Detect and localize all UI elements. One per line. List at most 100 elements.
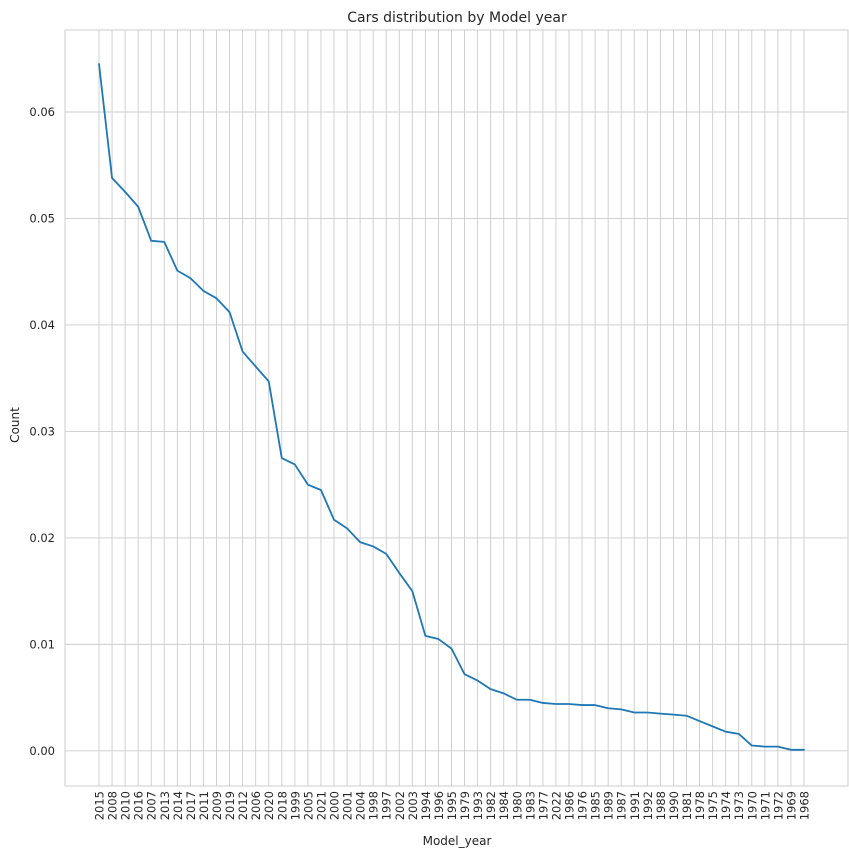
y-tick-label: 0.04 <box>29 318 55 332</box>
x-tick-label: 1982 <box>484 791 498 820</box>
data-point <box>242 351 244 353</box>
x-tick-label: 2022 <box>549 791 563 820</box>
x-tick-label: 1968 <box>798 791 812 820</box>
data-point <box>137 206 139 208</box>
data-point <box>568 703 570 705</box>
x-tick-label: 2013 <box>158 791 172 820</box>
data-point <box>725 731 727 733</box>
plot-frame <box>64 29 849 787</box>
x-tick-label: 1999 <box>288 791 302 820</box>
grid <box>64 29 849 787</box>
data-point <box>268 380 270 382</box>
x-tick-label: 1993 <box>471 791 485 820</box>
y-tick-label: 0.02 <box>29 531 55 545</box>
x-tick-label: 2002 <box>393 791 407 820</box>
x-tick-label: 2012 <box>236 791 250 820</box>
data-point <box>738 733 740 735</box>
x-tick-label: 1985 <box>589 791 603 820</box>
data-point <box>646 712 648 714</box>
y-tick-label: 0.05 <box>29 211 55 225</box>
data-point <box>320 489 322 491</box>
x-tick-label: 1986 <box>563 791 577 820</box>
x-tick-label: 1997 <box>380 791 394 820</box>
x-tick-label: 1978 <box>693 791 707 820</box>
data-point <box>411 590 413 592</box>
x-tick-label: 2011 <box>197 791 211 820</box>
x-tick-label: 1984 <box>497 791 511 820</box>
x-tick-label: 2014 <box>171 791 185 820</box>
data-point <box>594 704 596 706</box>
data-point <box>307 484 309 486</box>
data-point <box>686 715 688 717</box>
x-tick-label: 2021 <box>314 791 328 820</box>
data-point <box>751 745 753 747</box>
data-point <box>542 702 544 704</box>
x-tick-label: 1970 <box>745 791 759 820</box>
data-point <box>555 703 557 705</box>
x-tick-label: 1996 <box>432 791 446 820</box>
data-point <box>451 648 453 650</box>
x-tick-label: 2006 <box>249 791 263 820</box>
x-tick-label: 1998 <box>367 791 381 820</box>
data-point <box>203 290 205 292</box>
data-point <box>98 63 100 65</box>
data-point <box>294 464 296 466</box>
x-tick-label: 2015 <box>93 791 107 820</box>
x-tick-label: 2019 <box>223 791 237 820</box>
data-point <box>490 688 492 690</box>
x-tick-label: 1969 <box>784 791 798 820</box>
data-point <box>581 704 583 706</box>
data-point <box>189 277 191 279</box>
data-point <box>477 680 479 682</box>
x-tick-label: 2020 <box>262 791 276 820</box>
x-tick-label: 1974 <box>719 791 733 820</box>
data-point <box>346 527 348 529</box>
series-layer <box>98 63 805 751</box>
y-tick-labels: 0.00 0.01 0.02 0.03 0.04 0.05 0.06 <box>29 105 55 758</box>
x-tick-label: 2009 <box>210 791 224 820</box>
y-tick-label: 0.01 <box>29 637 55 651</box>
data-point <box>281 457 283 459</box>
data-point <box>464 673 466 675</box>
x-tick-label: 2007 <box>145 791 159 820</box>
data-point <box>529 699 531 701</box>
x-tick-label: 2016 <box>132 791 146 820</box>
data-point <box>633 712 635 714</box>
x-tick-labels: 2015 2008 2010 2016 2007 2013 2014 2017 2011 2009… <box>93 791 812 820</box>
data-point <box>516 699 518 701</box>
x-axis-label: Model_year <box>423 834 492 848</box>
x-tick-label: 1975 <box>706 791 720 820</box>
x-tick-label: 2017 <box>184 791 198 820</box>
data-point <box>438 638 440 640</box>
data-point <box>124 191 126 193</box>
data-point <box>333 519 335 521</box>
x-tick-label: 1973 <box>732 791 746 820</box>
data-point <box>699 720 701 722</box>
x-tick-label: 1989 <box>602 791 616 820</box>
x-tick-label: 2005 <box>301 791 315 820</box>
x-tick-label: 1987 <box>615 791 629 820</box>
x-tick-label: 1991 <box>628 791 642 820</box>
x-tick-label: 1979 <box>458 791 472 820</box>
y-axis-label: Count <box>8 407 22 443</box>
x-tick-label: 1971 <box>758 791 772 820</box>
x-tick-label: 2010 <box>119 791 133 820</box>
x-tick-label: 1990 <box>667 791 681 820</box>
data-point <box>790 749 792 751</box>
data-point <box>359 541 361 543</box>
data-point <box>398 572 400 574</box>
data-point <box>229 311 231 313</box>
x-tick-label: 1994 <box>419 791 433 820</box>
y-tick-label: 0.03 <box>29 424 55 438</box>
x-tick-label: 1983 <box>523 791 537 820</box>
data-point <box>176 270 178 272</box>
chart-title: Cars distribution by Model year <box>347 10 567 26</box>
x-tick-label: 1981 <box>680 791 694 820</box>
data-point <box>712 725 714 727</box>
x-tick-label: 2003 <box>406 791 420 820</box>
data-point <box>424 635 426 637</box>
x-tick-label: 2018 <box>275 791 289 820</box>
y-tick-label: 0.00 <box>29 744 55 758</box>
x-tick-label: 2000 <box>328 791 342 820</box>
